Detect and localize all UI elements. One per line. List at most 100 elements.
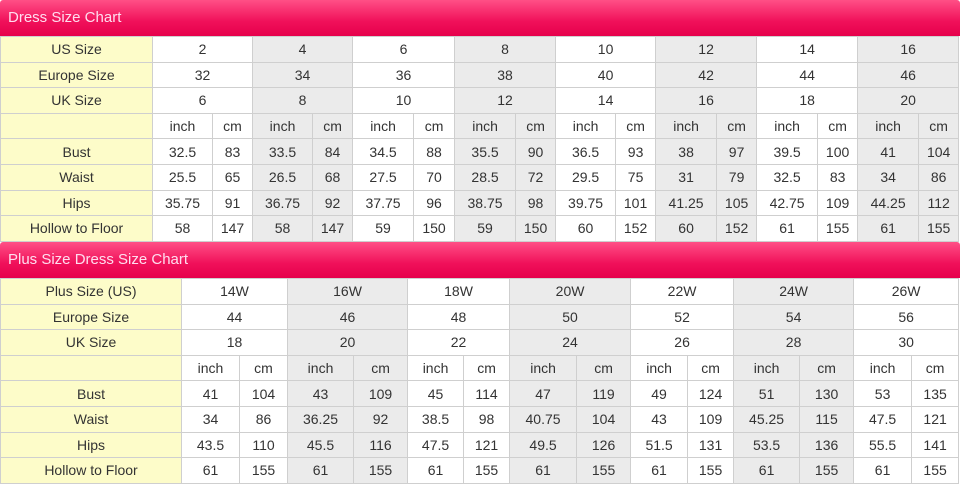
bust-cm-cell: 104 [238,380,289,407]
hips-inch-cell: 49.5 [509,431,578,459]
hollow-inch-cell: 61 [509,457,578,484]
hollow-cm-cell: 152 [615,215,657,242]
hollow-inch-cell: 61 [287,457,355,484]
bust-inch-cell: 41 [857,138,920,165]
bust-cm-cell: 104 [918,138,960,165]
unit-cm-header: cm [353,354,409,382]
hips-inch-cell: 53.5 [733,431,801,459]
size-uk-cell: 24 [509,329,632,356]
unit-cm-header: cm [312,112,354,140]
hollow-cm-cell: 155 [463,457,511,484]
hollow-cm-cell: 155 [911,457,960,484]
size-eu-cell: 32 [151,61,254,89]
hips-cm-cell: 141 [911,431,960,459]
unit-inch-header: inch [181,354,240,382]
table-row-waist: Waist 34 86 36.25 92 38.5 98 40.75 104 43 109 45.25… [0,405,960,433]
waist-cm-cell: 75 [615,163,657,191]
hips-inch-cell: 41.25 [655,189,718,217]
row-label [0,354,182,382]
unit-cm-header: cm [716,112,758,140]
bust-inch-cell: 47 [509,380,578,407]
size-eu-cell: 56 [853,303,960,331]
row-label: Waist [0,163,153,191]
hips-cm-cell: 121 [463,431,511,459]
hollow-inch-cell: 60 [655,215,718,242]
chart-title: Dress Size Chart [0,0,960,36]
hollow-cm-cell: 147 [211,215,254,242]
hips-inch-cell: 35.75 [152,189,213,217]
size-uk-cell: 10 [352,87,456,114]
unit-cm-header: cm [911,354,960,382]
unit-inch-header: inch [407,354,465,382]
hollow-cm-cell: 155 [353,457,409,484]
row-label: Hollow to Floor [0,457,182,484]
size-uk-cell: 28 [733,329,855,356]
hollow-cm-cell: 155 [576,457,632,484]
bust-inch-cell: 34.5 [352,138,415,165]
table-row-units: inch cm inch cm inch cm inch cm inch cm inch cm inch… [0,354,960,382]
unit-inch-header: inch [630,354,689,382]
size-uk-cell: 18 [180,329,289,356]
size-us-cell: 18W [407,278,511,305]
bust-inch-cell: 41 [181,380,240,407]
size-eu-cell: 46 [287,303,409,331]
bust-cm-cell: 90 [515,138,557,165]
waist-cm-cell: 79 [716,163,758,191]
hips-cm-cell: 110 [238,431,289,459]
row-label: Plus Size (US) [0,278,182,305]
unit-cm-header: cm [918,112,960,140]
bust-inch-cell: 32.5 [152,138,213,165]
table-row-hollow: Hollow to Floor 58 147 58 147 59 150 59 150 60 152… [0,215,960,242]
table-row-us: US Size 2 4 6 8 10 12 14 16 [0,36,960,63]
waist-cm-cell: 86 [918,163,960,191]
unit-inch-header: inch [857,112,920,140]
hollow-inch-cell: 60 [555,215,617,242]
bust-inch-cell: 51 [733,380,801,407]
row-label: Hips [0,431,182,459]
unit-cm-header: cm [463,354,511,382]
hollow-cm-cell: 150 [413,215,456,242]
unit-inch-header: inch [756,112,819,140]
bust-inch-cell: 45 [407,380,465,407]
waist-inch-cell: 26.5 [252,163,314,191]
hips-cm-cell: 96 [413,189,456,217]
table-row-bust: Bust 32.5 83 33.5 84 34.5 88 35.5 90 36.5 93 38 97 39… [0,138,960,165]
row-label: Bust [0,138,153,165]
unit-cm-header: cm [576,354,632,382]
size-eu-cell: 44 [756,61,859,89]
unit-cm-header: cm [515,112,557,140]
size-us-cell: 26W [853,278,960,305]
row-label: Europe Size [0,61,153,89]
table-row-bust: Bust 41 104 43 109 45 114 47 119 49 124 51 130 53 135 [0,380,960,407]
unit-cm-header: cm [799,354,855,382]
bust-inch-cell: 43 [287,380,355,407]
hips-inch-cell: 43.5 [181,431,240,459]
standard-size-chart: Dress Size Chart US Size 2 4 6 8 10 12 14 16 Euro… [0,0,960,242]
hollow-cm-cell: 155 [817,215,859,242]
unit-inch-header: inch [733,354,801,382]
hips-inch-cell: 37.75 [352,189,415,217]
size-us-cell: 24W [733,278,855,305]
hips-cm-cell: 101 [615,189,657,217]
hollow-cm-cell: 155 [687,457,735,484]
bust-cm-cell: 88 [413,138,456,165]
bust-inch-cell: 38 [655,138,718,165]
bust-cm-cell: 119 [576,380,632,407]
bust-inch-cell: 49 [630,380,689,407]
unit-cm-header: cm [211,112,254,140]
hips-cm-cell: 105 [716,189,758,217]
bust-cm-cell: 109 [353,380,409,407]
hollow-inch-cell: 61 [181,457,240,484]
table-row-hips: Hips 43.5 110 45.5 116 47.5 121 49.5 126 51.5 131 5… [0,431,960,459]
unit-inch-header: inch [287,354,355,382]
hips-inch-cell: 51.5 [630,431,689,459]
size-eu-cell: 34 [252,61,354,89]
hollow-inch-cell: 61 [853,457,913,484]
size-uk-cell: 20 [287,329,409,356]
waist-inch-cell: 29.5 [555,163,617,191]
waist-inch-cell: 34 [857,163,920,191]
hollow-cm-cell: 150 [515,215,557,242]
size-us-cell: 16 [857,36,960,63]
size-us-cell: 16W [287,278,409,305]
hollow-inch-cell: 61 [630,457,689,484]
